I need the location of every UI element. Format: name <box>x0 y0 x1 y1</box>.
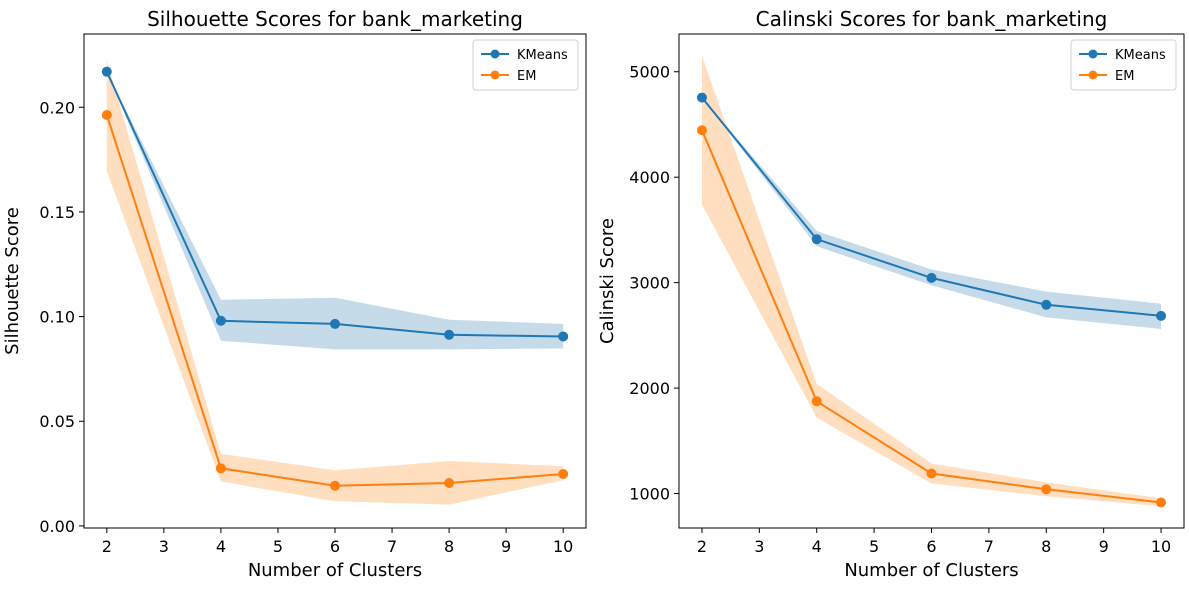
x-axis-label: Number of Clusters <box>844 560 1018 581</box>
legend-swatch-marker <box>490 49 500 59</box>
y-tick-label: 0.00 <box>39 517 75 536</box>
y-tick-label: 4000 <box>629 168 670 187</box>
legend-label: KMeans <box>1115 48 1166 63</box>
x-tick-label: 9 <box>501 537 511 556</box>
y-axis-label: Calinski Score <box>597 218 618 344</box>
data-point-em <box>330 480 340 491</box>
y-tick-label: 3000 <box>629 274 670 293</box>
y-tick-label: 0.10 <box>39 308 75 327</box>
data-point-em <box>926 468 937 479</box>
legend-label: EM <box>1115 69 1134 84</box>
x-tick-label: 10 <box>1151 537 1171 556</box>
x-tick-label: 5 <box>273 537 283 556</box>
chart-title: Calinski Scores for bank_marketing <box>756 7 1108 31</box>
legend-swatch-marker <box>1088 49 1098 59</box>
data-point-em <box>696 125 707 136</box>
data-point-em <box>1041 484 1052 495</box>
legend-swatch-marker <box>490 70 500 80</box>
x-tick-label: 4 <box>216 537 226 556</box>
data-point-kmeans <box>926 272 937 283</box>
legend-box <box>472 39 579 91</box>
data-point-em <box>215 463 226 474</box>
x-tick-label: 10 <box>553 537 573 556</box>
band-em <box>106 60 564 505</box>
x-tick-label: 8 <box>444 537 454 556</box>
data-point-kmeans <box>558 331 569 342</box>
x-tick-label: 2 <box>102 537 112 556</box>
data-point-kmeans <box>215 315 226 326</box>
x-tick-label: 3 <box>159 537 169 556</box>
x-axis-label: Number of Clusters <box>248 560 422 581</box>
chart-calinski: 2 3 4 5 6 7 8 9 10 1000 2000 3000 4000 5000 Calinski S… <box>597 7 1185 581</box>
data-point-kmeans <box>101 66 112 77</box>
y-tick-label: 5000 <box>629 63 670 82</box>
x-tick-label: 4 <box>812 537 822 556</box>
data-point-kmeans <box>696 92 707 103</box>
x-tick-label: 6 <box>926 537 936 556</box>
y-tick-label: 0.20 <box>39 98 75 117</box>
x-tick-label: 6 <box>330 537 340 556</box>
data-point-kmeans <box>444 329 455 340</box>
band-em <box>702 55 1161 507</box>
data-point-em <box>101 110 112 121</box>
data-point-kmeans <box>1156 310 1167 321</box>
x-tick-label: 8 <box>1041 537 1051 556</box>
y-tick-label: 1000 <box>629 485 670 504</box>
data-point-kmeans <box>1041 299 1052 310</box>
x-tick-label: 7 <box>984 537 994 556</box>
data-point-kmeans <box>811 234 822 245</box>
y-tick-label: 0.05 <box>39 412 75 431</box>
x-tick-label: 3 <box>754 537 764 556</box>
data-point-em <box>811 396 822 407</box>
legend-box <box>1070 39 1177 91</box>
x-tick-label: 2 <box>697 537 707 556</box>
legend-label: KMeans <box>517 48 568 63</box>
chart-silhouette: 2 3 4 5 6 7 8 9 10 0.00 0.05 0.10 0.15 0.20 Silhouette… <box>2 7 587 581</box>
legend: KMeans EM <box>1070 39 1177 91</box>
y-tick-label: 2000 <box>629 379 670 398</box>
legend: KMeans EM <box>472 39 579 91</box>
x-tick-label: 5 <box>869 537 879 556</box>
y-axis-label: Silhouette Score <box>2 207 23 355</box>
data-point-em <box>1156 497 1167 508</box>
data-point-em <box>444 477 455 488</box>
legend-label: EM <box>517 69 536 84</box>
data-point-em <box>558 468 569 479</box>
data-point-kmeans <box>330 318 340 329</box>
legend-swatch-marker <box>1088 70 1098 80</box>
x-tick-label: 7 <box>387 537 397 556</box>
chart-title: Silhouette Scores for bank_marketing <box>147 7 523 31</box>
x-tick-label: 9 <box>1099 537 1109 556</box>
y-tick-label: 0.15 <box>39 203 75 222</box>
